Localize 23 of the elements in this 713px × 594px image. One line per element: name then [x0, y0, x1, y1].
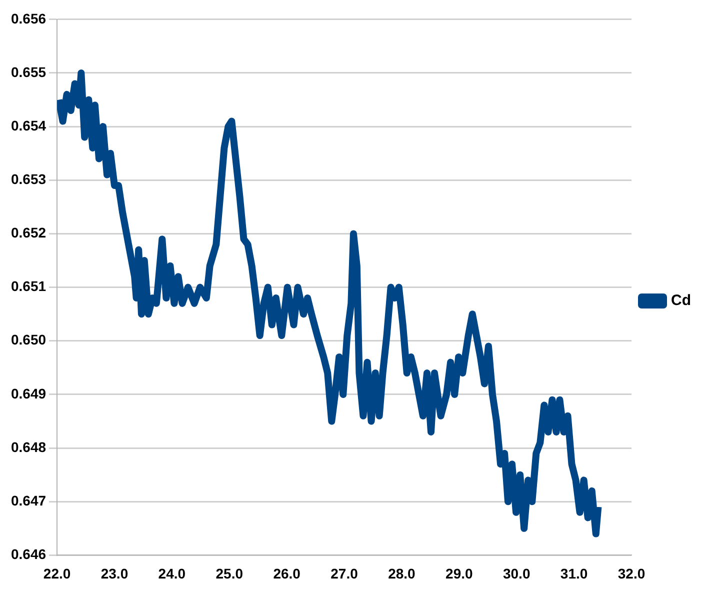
x-tick-label: 32.0	[618, 565, 646, 582]
y-tick-label: 0.652	[10, 224, 46, 241]
y-tick-label: 0.653	[10, 171, 46, 187]
y-tick-label: 0.648	[10, 438, 46, 455]
y-tick-label: 0.649	[10, 385, 46, 402]
x-tick-label: 29.0	[446, 565, 473, 582]
y-tick-label: 0.656	[10, 10, 46, 26]
x-tick-label: 31.0	[560, 565, 588, 582]
x-tick-label: 25.0	[216, 565, 244, 582]
x-tick-label: 24.0	[158, 565, 186, 582]
y-tick-label: 0.651	[10, 278, 46, 294]
x-tick-label: 22.0	[43, 565, 71, 582]
y-tick-label: 0.650	[10, 332, 46, 348]
y-tick-label: 0.646	[10, 546, 46, 562]
y-tick-label: 0.647	[10, 492, 46, 508]
x-tick-label: 30.0	[502, 565, 530, 582]
x-tick-label: 28.0	[388, 565, 416, 582]
x-tick-label: 23.0	[100, 565, 128, 582]
x-tick-label: 27.0	[330, 565, 358, 582]
y-tick-label: 0.655	[10, 64, 46, 80]
legend-label: Cd	[671, 292, 692, 310]
x-tick-label: 26.0	[273, 565, 301, 582]
y-tick-label: 0.654	[10, 117, 46, 134]
